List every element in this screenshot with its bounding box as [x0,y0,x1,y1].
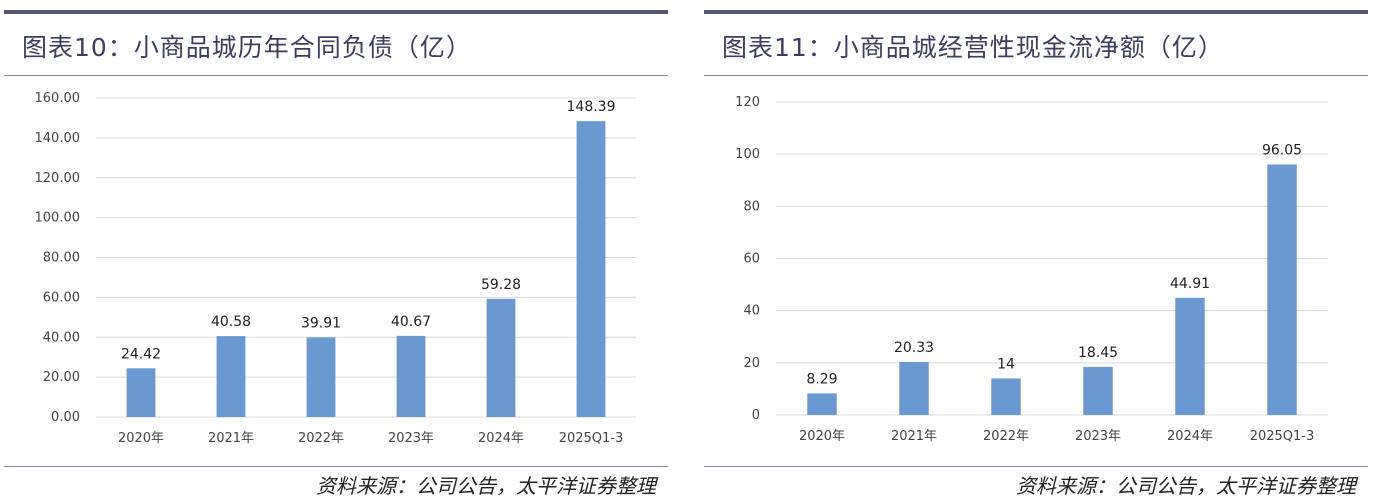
data-label: 8.29 [806,371,837,387]
data-label: 14 [997,356,1015,372]
bottom-divider [4,466,668,467]
x-tick-label: 2025Q1-3 [559,431,624,446]
y-tick-label: 80 [743,199,760,214]
data-label: 39.91 [301,315,341,331]
y-tick-label: 60 [743,252,760,267]
data-label: 24.42 [121,346,161,362]
y-tick-label: 160.00 [35,91,81,106]
data-label: 59.28 [481,277,521,293]
title-divider [704,75,1368,76]
data-label: 40.67 [391,314,431,330]
bottom-divider [704,466,1368,467]
title-divider [4,75,668,76]
bar [486,298,516,417]
data-label: 96.05 [1262,142,1302,158]
chart-panel-left: 图表10：小商品城历年合同负债（亿） 0.00 20.00 40.00 60.00 80… [4,0,668,504]
x-tick-label: 2024年 [1167,429,1213,444]
y-tick-label: 20 [743,356,760,371]
y-tick-label: 140.00 [35,131,81,146]
y-tick-label: 0.00 [51,410,80,425]
x-tick-label: 2023年 [1075,429,1121,444]
y-tick-label: 0 [752,408,760,423]
x-tick-label: 2025Q1-3 [1250,429,1315,444]
y-tick-label: 60.00 [43,290,80,305]
data-label: 40.58 [211,314,251,330]
bar [576,121,606,418]
chart-panel-right: 图表11：小商品城经营性现金流净额（亿） 0 20 40 60 80 100 120 8.29… [704,0,1368,504]
data-label: 18.45 [1078,345,1118,361]
x-tick-label: 2020年 [799,429,845,444]
y-tick-label: 100.00 [35,211,81,226]
bar [1083,366,1113,415]
bar [126,368,156,417]
data-label: 148.39 [567,99,616,115]
x-tick-label: 2022年 [983,429,1029,444]
y-tick-label: 80.00 [43,251,80,266]
y-tick-label: 20.00 [43,370,80,385]
source-note: 资料来源：公司公告，太平洋证券整理 [316,474,656,498]
y-tick-label: 100 [735,147,760,162]
y-tick-label: 40.00 [43,330,80,345]
bar [396,335,426,417]
source-note: 资料来源：公司公告，太平洋证券整理 [1016,474,1356,498]
bar [991,378,1021,415]
x-tick-label: 2024年 [478,431,524,446]
x-tick-label: 2023年 [388,431,434,446]
top-rule [704,10,1368,14]
bar-chart-operating-cash-flow: 0 20 40 60 80 100 120 8.29 2020年 20.33 2021年 14 2022… [735,95,1328,444]
x-tick-label: 2020年 [118,431,164,446]
y-tick-label: 120 [735,95,760,110]
bar-chart-contract-liabilities: 0.00 20.00 40.00 60.00 80.00 100.00 120.00 140.… [35,91,636,446]
x-tick-label: 2022年 [298,431,344,446]
top-rule [4,10,668,14]
data-label: 44.91 [1170,276,1210,292]
data-label: 20.33 [894,340,934,356]
x-tick-label: 2021年 [208,431,254,446]
bar [899,361,929,415]
chart-title: 图表10：小商品城历年合同负债（亿） [22,33,472,62]
chart-title: 图表11：小商品城经营性现金流净额（亿） [722,33,1224,62]
bar [1175,297,1205,415]
y-tick-label: 40 [743,304,760,319]
y-tick-label: 120.00 [35,171,81,186]
bar [306,337,336,417]
bar [1267,164,1297,415]
bar [807,393,837,415]
bar [216,336,246,417]
x-tick-label: 2021年 [891,429,937,444]
